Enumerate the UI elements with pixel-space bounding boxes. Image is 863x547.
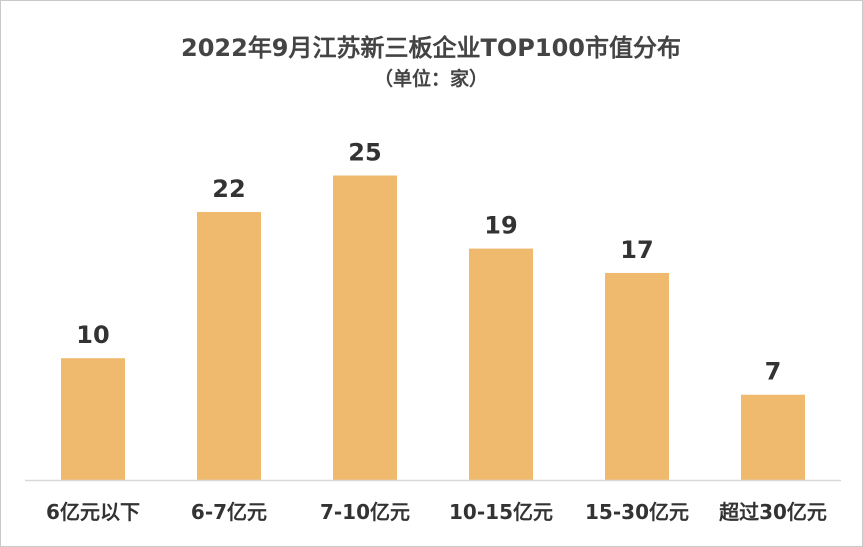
x-tick-label-1: 6-7亿元	[191, 500, 267, 524]
chart-subtitle: （单位：家）	[374, 67, 488, 90]
x-tick-label-5: 超过30亿元	[718, 500, 827, 524]
data-label-5: 7	[765, 358, 782, 386]
x-tick-label-3: 10-15亿元	[449, 500, 553, 524]
x-tick-label-2: 7-10亿元	[320, 500, 410, 524]
bar-3	[469, 248, 533, 480]
bar-2	[333, 175, 397, 480]
data-label-2: 25	[348, 139, 381, 167]
bar-1	[197, 212, 261, 481]
x-tick-label-0: 6亿元以下	[46, 500, 140, 524]
data-label-3: 19	[484, 212, 517, 240]
data-label-0: 10	[76, 321, 109, 349]
bars-layer	[61, 175, 805, 481]
x-tick-label-4: 15-30亿元	[585, 500, 689, 524]
x-axis-tick-labels: 6亿元以下 6-7亿元 7-10亿元 10-15亿元 15-30亿元 超过30亿元	[46, 500, 827, 524]
chart-title: 2022年9月江苏新三板企业TOP100市值分布	[181, 34, 681, 62]
data-label-1: 22	[212, 175, 245, 203]
data-label-4: 17	[620, 236, 653, 264]
bar-5	[741, 394, 805, 480]
bar-0	[61, 358, 125, 480]
data-labels-layer: 10 22 25 19 17 7	[76, 139, 781, 386]
bar-4	[605, 272, 669, 480]
